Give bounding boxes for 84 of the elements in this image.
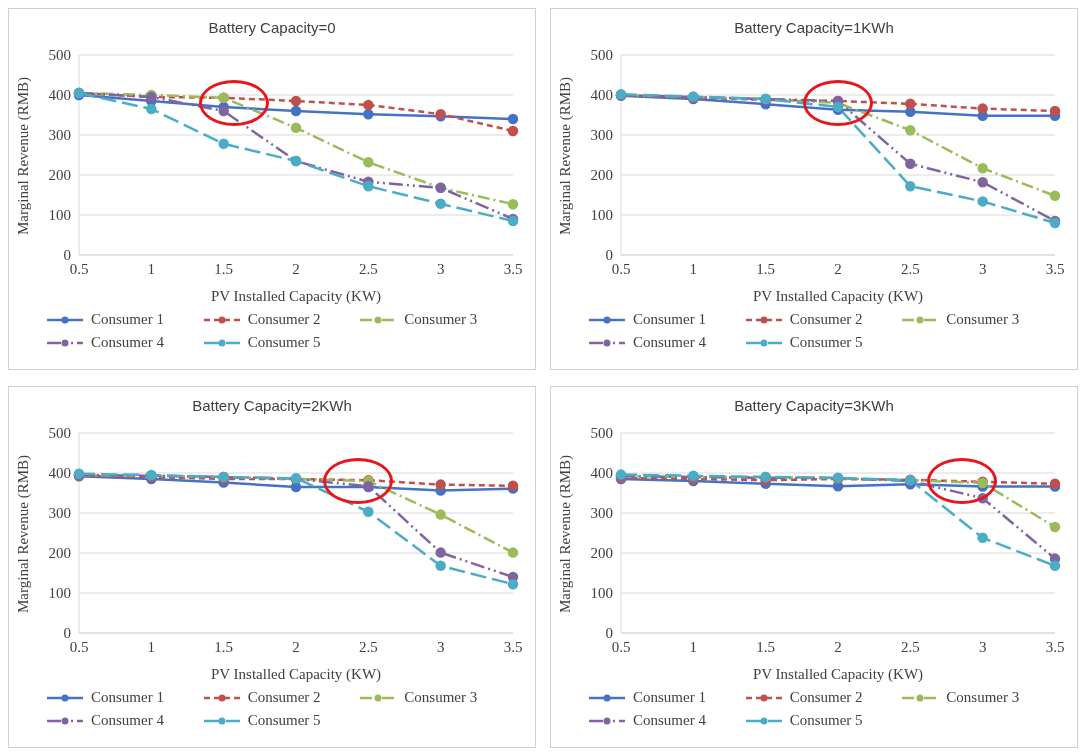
y-tick-label: 200 xyxy=(590,167,613,184)
y-tick-label: 400 xyxy=(48,465,71,482)
y-tick-label: 300 xyxy=(48,505,71,522)
y-tick-label: 100 xyxy=(590,207,613,224)
x-tick-label: 1.5 xyxy=(756,638,776,655)
x-tick-label: 3 xyxy=(436,638,445,655)
x-tick-label: 3 xyxy=(978,638,987,655)
x-tick-label: 2.5 xyxy=(358,638,378,655)
y-axis-title: Marginal Revenue (RMB) xyxy=(15,454,33,613)
y-tick-label: 200 xyxy=(48,167,71,184)
y-tick-label: 500 xyxy=(48,47,71,64)
x-tick-label: 1 xyxy=(147,638,156,655)
chart-title: Battery Capacity=3KWh xyxy=(733,397,895,416)
x-tick-label: 0.5 xyxy=(611,638,631,655)
x-tick-label: 2 xyxy=(834,638,842,655)
legend-label: Consumer 2 xyxy=(247,689,321,706)
y-tick-label: 500 xyxy=(590,425,613,442)
legend-label: Consumer 4 xyxy=(91,712,164,729)
x-tick-label: 1.5 xyxy=(214,260,234,277)
y-tick-label: 400 xyxy=(590,465,613,482)
legend-label: Consumer 3 xyxy=(946,689,1020,706)
x-tick-label: 2 xyxy=(292,260,300,277)
legend-label: Consumer 2 xyxy=(789,689,863,706)
chart-title: Battery Capacity=2KWh xyxy=(191,397,353,416)
y-tick-label: 300 xyxy=(48,127,71,144)
y-tick-label: 0 xyxy=(63,625,71,642)
x-tick-label: 2 xyxy=(834,260,842,277)
legend-label: Consumer 2 xyxy=(247,311,321,328)
x-tick-label: 2 xyxy=(292,638,300,655)
legend-label: Consumer 1 xyxy=(633,689,706,706)
x-tick-label: 1.5 xyxy=(756,260,776,277)
y-tick-label: 500 xyxy=(48,425,71,442)
x-tick-label: 2.5 xyxy=(900,638,920,655)
x-tick-label: 3.5 xyxy=(1045,638,1065,655)
chart-title: Battery Capacity=0 xyxy=(207,19,337,38)
x-tick-label: 3.5 xyxy=(503,638,523,655)
y-tick-label: 0 xyxy=(605,625,613,642)
x-tick-label: 1 xyxy=(147,260,156,277)
y-tick-label: 400 xyxy=(48,87,71,104)
x-tick-label: 0.5 xyxy=(69,638,89,655)
legend-label: Consumer 1 xyxy=(91,689,164,706)
x-tick-label: 1 xyxy=(689,638,698,655)
y-tick-label: 100 xyxy=(48,207,71,224)
y-tick-label: 100 xyxy=(590,585,613,602)
y-tick-label: 300 xyxy=(590,127,613,144)
x-tick-label: 3.5 xyxy=(503,260,523,277)
legend-label: Consumer 4 xyxy=(633,712,706,729)
legend-label: Consumer 5 xyxy=(789,712,863,729)
legend-label: Consumer 5 xyxy=(789,334,863,351)
legend-label: Consumer 4 xyxy=(633,334,706,351)
y-tick-label: 500 xyxy=(590,47,613,64)
y-tick-label: 400 xyxy=(590,87,613,104)
y-tick-label: 300 xyxy=(590,505,613,522)
legend-label: Consumer 4 xyxy=(91,334,164,351)
legend-label: Consumer 2 xyxy=(789,311,863,328)
x-axis-title: PV Installed Capacity (KW) xyxy=(752,288,924,305)
x-tick-label: 3 xyxy=(978,260,987,277)
y-tick-label: 0 xyxy=(63,247,71,264)
legend-label: Consumer 3 xyxy=(404,311,478,328)
x-axis-title: PV Installed Capacity (KW) xyxy=(210,288,382,305)
x-tick-label: 1.5 xyxy=(214,638,234,655)
x-axis-title: PV Installed Capacity (KW) xyxy=(752,666,924,683)
x-tick-label: 0.5 xyxy=(69,260,89,277)
x-tick-label: 3 xyxy=(436,260,445,277)
y-tick-label: 200 xyxy=(48,545,71,562)
legend-label: Consumer 3 xyxy=(946,311,1020,328)
x-tick-label: 3.5 xyxy=(1045,260,1065,277)
legend-label: Consumer 5 xyxy=(247,712,321,729)
chart-title: Battery Capacity=1KWh xyxy=(733,19,895,38)
legend-label: Consumer 1 xyxy=(91,311,164,328)
x-tick-label: 2.5 xyxy=(358,260,378,277)
x-tick-label: 2.5 xyxy=(900,260,920,277)
legend-label: Consumer 3 xyxy=(404,689,478,706)
x-axis-title: PV Installed Capacity (KW) xyxy=(210,666,382,683)
y-tick-label: 0 xyxy=(605,247,613,264)
x-tick-label: 0.5 xyxy=(611,260,631,277)
x-tick-label: 1 xyxy=(689,260,698,277)
y-tick-label: 100 xyxy=(48,585,71,602)
y-axis-title: Marginal Revenue (RMB) xyxy=(15,76,33,235)
y-axis-title: Marginal Revenue (RMB) xyxy=(557,76,575,235)
y-tick-label: 200 xyxy=(590,545,613,562)
legend-label: Consumer 5 xyxy=(247,334,321,351)
y-axis-title: Marginal Revenue (RMB) xyxy=(557,454,575,613)
legend-label: Consumer 1 xyxy=(633,311,706,328)
